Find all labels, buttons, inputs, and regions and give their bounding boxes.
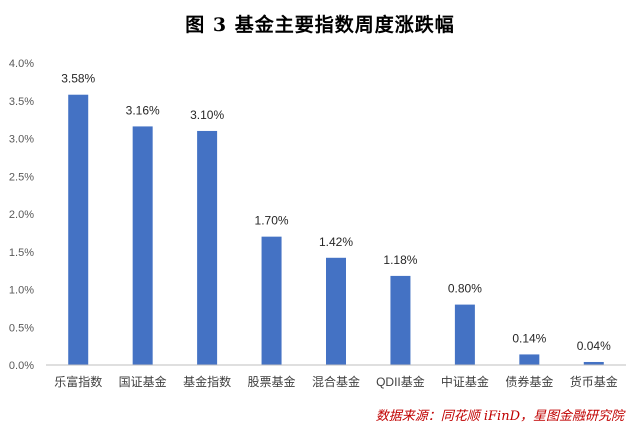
data-label: 0.04% xyxy=(577,339,611,353)
x-tick-label: 乐富指数 xyxy=(54,374,102,389)
y-tick-label: 2.0% xyxy=(9,209,34,221)
bar xyxy=(261,236,282,365)
x-tick-label: 混合基金 xyxy=(312,374,360,389)
x-tick-label: 中证基金 xyxy=(441,374,489,389)
data-label: 1.18% xyxy=(383,253,417,267)
x-tick-label: 债券基金 xyxy=(505,374,553,389)
data-label: 1.70% xyxy=(255,214,289,228)
x-tick-label: 股票基金 xyxy=(248,374,296,389)
source-note: 数据来源：同花顺 iFinD，星图金融研究院 xyxy=(375,409,624,424)
data-label: 3.10% xyxy=(190,108,224,122)
y-tick-label: 2.5% xyxy=(9,171,34,183)
data-label: 3.16% xyxy=(126,103,160,117)
y-tick-label: 3.5% xyxy=(9,96,34,108)
x-tick-label: 基金指数 xyxy=(183,374,231,389)
bar xyxy=(68,94,89,366)
y-axis: 0.0% 0.5% 1.0% 1.5% 2.0% 2.5% 3.0% 3.5% 4.0% xyxy=(9,58,34,372)
x-axis: 乐富指数 国证基金 基金指数 股票基金 混合基金 QDII基金 中证基金 债券基金 货币基金 xyxy=(46,364,626,389)
data-labels: 3.58% 3.16% 3.10% 1.70% 1.42% 1.18% 0.80% 0.14%… xyxy=(61,72,611,353)
data-label: 0.14% xyxy=(512,331,546,345)
bars xyxy=(68,94,604,366)
bar xyxy=(583,361,604,365)
bar xyxy=(197,130,218,365)
y-tick-label: 4.0% xyxy=(9,58,34,70)
data-label: 1.42% xyxy=(319,235,353,249)
bar xyxy=(390,275,411,365)
y-tick-label: 1.5% xyxy=(9,247,34,259)
x-tick-label: 国证基金 xyxy=(119,374,167,389)
bar xyxy=(326,257,346,365)
data-label: 0.80% xyxy=(448,282,482,296)
y-tick-label: 3.0% xyxy=(9,134,34,146)
data-label: 3.58% xyxy=(61,72,95,86)
bar xyxy=(132,126,153,365)
x-tick-label: 货币基金 xyxy=(570,374,618,389)
y-tick-label: 0.0% xyxy=(9,360,34,372)
chart-title: 图 3 基金主要指数周度涨跌幅 xyxy=(185,14,455,36)
y-tick-label: 0.5% xyxy=(9,322,34,334)
bar xyxy=(454,304,475,365)
x-tick-label: QDII基金 xyxy=(376,374,425,389)
bar xyxy=(519,354,540,365)
y-tick-label: 1.0% xyxy=(9,285,34,297)
